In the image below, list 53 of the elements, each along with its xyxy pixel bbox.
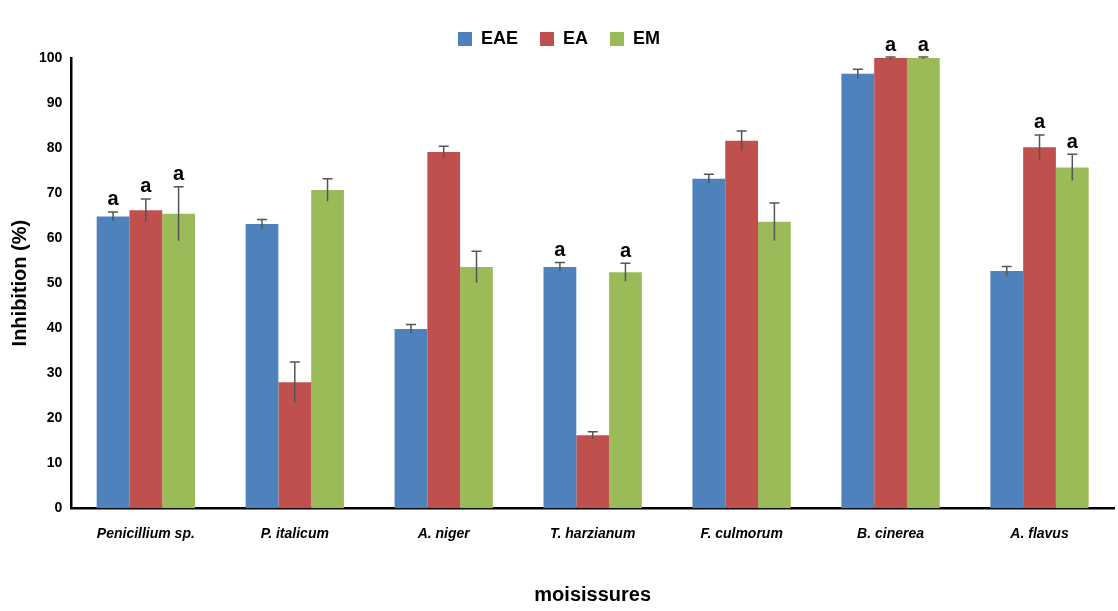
data-label: a — [107, 187, 120, 210]
bar — [609, 272, 642, 509]
bar — [394, 329, 428, 509]
x-tick-label: A. niger — [416, 525, 472, 542]
bar — [278, 382, 312, 509]
y-tick-label: 50 — [46, 273, 63, 290]
bar — [990, 270, 1024, 509]
bar — [576, 435, 610, 509]
bar — [841, 73, 875, 509]
data-label: a — [1033, 110, 1046, 133]
legend-label: EA — [563, 27, 589, 48]
bar — [758, 221, 791, 509]
y-tick-label: 10 — [46, 454, 63, 471]
x-axis-title: moisissures — [534, 582, 652, 605]
y-axis-title: Inhibition (%) — [7, 219, 30, 347]
bar — [906, 58, 940, 509]
y-tick-label: 60 — [46, 228, 63, 245]
x-tick-label: A. flavus — [1009, 525, 1069, 542]
bar — [692, 178, 726, 509]
bar — [245, 224, 279, 509]
x-tick-label: B. cinerea — [857, 525, 925, 542]
bar — [162, 213, 195, 509]
data-label: a — [619, 238, 632, 261]
y-tick-label: 80 — [46, 138, 63, 155]
y-tick-label: 30 — [46, 364, 63, 380]
data-label: a — [554, 237, 567, 260]
data-label: a — [885, 32, 898, 55]
legend-label: EM — [633, 27, 661, 48]
y-tick-label: 70 — [46, 183, 63, 200]
bar — [1023, 147, 1056, 509]
data-label: a — [917, 32, 930, 55]
x-tick-label: F. culmorum — [700, 525, 783, 542]
y-tick-label: 0 — [54, 499, 63, 516]
y-tick-label: 20 — [46, 409, 63, 426]
y-tick-label: 100 — [39, 48, 63, 65]
bar — [1055, 167, 1089, 509]
bar — [311, 189, 344, 509]
x-tick-label: Penicillium sp. — [96, 525, 195, 542]
data-label: a — [1066, 129, 1079, 152]
bar — [874, 58, 907, 509]
x-tick-label: P. italicum — [260, 525, 329, 542]
data-label: a — [140, 174, 153, 197]
y-tick-label: 90 — [46, 93, 63, 110]
bar — [427, 152, 461, 509]
bar — [543, 266, 577, 509]
bar — [129, 210, 163, 509]
bar — [460, 266, 493, 509]
bar — [96, 216, 130, 509]
legend-label: EAE — [480, 27, 519, 48]
x-tick-label: T. harzianum — [550, 525, 636, 542]
bar — [725, 140, 759, 509]
data-label: a — [173, 162, 186, 185]
y-tick-label: 40 — [46, 318, 63, 335]
